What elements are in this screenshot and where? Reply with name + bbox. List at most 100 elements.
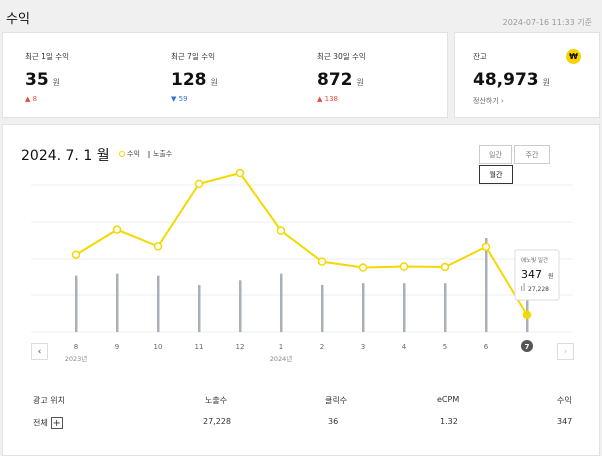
revenue-point bbox=[71, 250, 81, 259]
revenue-point bbox=[153, 242, 163, 251]
stat-unit: 원 bbox=[52, 78, 61, 87]
revenue-point bbox=[481, 242, 491, 252]
x-tick-label: 7 bbox=[525, 343, 530, 351]
tooltip-box bbox=[514, 249, 560, 301]
x-tick-label: 3 bbox=[361, 343, 365, 351]
selected-tick-badge bbox=[521, 340, 533, 352]
x-tick-label: 10 bbox=[154, 343, 163, 351]
x-year-label: 2024년 bbox=[270, 354, 293, 363]
td-clicks: 36 bbox=[328, 417, 339, 426]
chevron-left-icon: ‹ bbox=[37, 346, 42, 357]
legend-impressions: 노출수 bbox=[147, 149, 172, 159]
impressions-bar bbox=[485, 238, 488, 332]
x-tick-label: 8 bbox=[74, 343, 78, 351]
revenue-line bbox=[75, 171, 528, 316]
stat-value: 35 bbox=[25, 70, 49, 90]
stat-label: 최근 7일 수익 bbox=[171, 52, 216, 61]
stat-7day: 최근 7일 수익 128 원 ▼ 59 bbox=[171, 51, 218, 103]
td-impressions: 27,228 bbox=[203, 417, 231, 426]
stat-value: 872 bbox=[317, 70, 353, 90]
tooltip-bar-icon bbox=[523, 283, 525, 291]
legend-revenue: 수익 bbox=[119, 149, 140, 159]
stat-change: ▼ 59 bbox=[171, 95, 188, 103]
revenue-point bbox=[358, 263, 368, 272]
expand-plus-icon[interactable]: + bbox=[50, 417, 63, 429]
revenue-point bbox=[112, 225, 122, 234]
period-daily-button[interactable]: 일간 bbox=[479, 145, 512, 164]
chart-card: 2024. 7. 1 월 수익 노출수 일간 주간 월간 8 9 10 11 12 1 2 3… bbox=[2, 124, 600, 456]
legend-impressions-marker bbox=[147, 150, 150, 158]
impressions-bar bbox=[321, 285, 324, 332]
chart-prev-button[interactable]: ‹ bbox=[31, 343, 48, 360]
th-ecpm: eCPM bbox=[437, 395, 460, 404]
impressions-bar bbox=[239, 280, 242, 332]
tooltip-value: 347 bbox=[521, 268, 542, 281]
x-tick-label: 4 bbox=[402, 343, 407, 351]
stats-card: 최근 1일 수익 35 원 ▲ 8 최근 7일 수익 128 원 ▼ 59 최근… bbox=[2, 32, 448, 118]
impressions-bar bbox=[75, 275, 78, 332]
x-tick-label: 6 bbox=[484, 343, 489, 351]
balance: 잔고 48,973 원 정산하기 › bbox=[473, 51, 550, 106]
legend: 수익 노출수 bbox=[119, 149, 172, 159]
revenue-point bbox=[317, 257, 327, 266]
revenue-point bbox=[235, 168, 245, 178]
stat-label: 최근 30일 수익 bbox=[317, 52, 366, 61]
period-weekly-button[interactable]: 주간 bbox=[514, 145, 550, 164]
revenue-point bbox=[440, 262, 450, 272]
chart-next-button[interactable]: › bbox=[557, 343, 574, 360]
balance-card: ₩ 잔고 48,973 원 정산하기 › bbox=[454, 32, 600, 118]
impressions-bar bbox=[280, 273, 283, 332]
chevron-right-icon: › bbox=[563, 346, 568, 357]
timestamp: 2024-07-16 11:33 기준 bbox=[502, 18, 592, 27]
chevron-right-icon: › bbox=[501, 97, 504, 105]
impressions-bar bbox=[198, 285, 201, 332]
revenue-point bbox=[522, 310, 532, 320]
stat-1day: 최근 1일 수익 35 원 ▲ 8 bbox=[25, 51, 69, 103]
x-year-label: 2023년 bbox=[65, 354, 88, 363]
th-impressions: 노출수 bbox=[205, 396, 228, 405]
revenue-point bbox=[276, 226, 286, 235]
won-icon: ₩ bbox=[566, 49, 581, 64]
tooltip-title: 애노빛 일간 bbox=[521, 256, 548, 264]
x-tick-label: 11 bbox=[195, 343, 204, 351]
stat-unit: 원 bbox=[210, 78, 218, 87]
down-arrow-icon: ▼ bbox=[171, 95, 177, 103]
balance-unit: 원 bbox=[542, 78, 550, 87]
x-tick-label: 5 bbox=[443, 343, 447, 351]
impressions-bar bbox=[157, 275, 160, 332]
th-revenue: 수익 bbox=[557, 396, 572, 405]
td-revenue: 347 bbox=[557, 417, 573, 426]
stat-label: 최근 1일 수익 bbox=[25, 52, 70, 61]
tooltip-sub: 27,228 bbox=[528, 286, 549, 293]
stat-change: ▲ 8 bbox=[25, 95, 38, 103]
revenue-point bbox=[194, 179, 204, 189]
td-ecpm: 1.32 bbox=[440, 417, 458, 426]
legend-revenue-marker bbox=[119, 151, 125, 157]
up-arrow-icon: ▲ bbox=[317, 95, 323, 103]
impressions-bar bbox=[403, 283, 406, 332]
tooltip-bar-icon bbox=[521, 286, 523, 291]
td-position: 전체 + bbox=[33, 417, 63, 429]
tooltip-unit: 원 bbox=[548, 272, 554, 280]
stat-value: 128 bbox=[171, 70, 207, 90]
x-tick-label: 1 bbox=[279, 343, 283, 351]
period-monthly-button[interactable]: 월간 bbox=[479, 165, 513, 184]
balance-value: 48,973 bbox=[473, 70, 539, 90]
chart-title: 2024. 7. 1 월 bbox=[21, 148, 110, 164]
x-tick-label: 12 bbox=[236, 343, 245, 351]
impressions-bar bbox=[362, 283, 365, 332]
stat-30day: 최근 30일 수익 872 원 ▲ 138 bbox=[317, 51, 366, 103]
balance-label: 잔고 bbox=[473, 52, 487, 61]
x-tick-label: 9 bbox=[115, 343, 119, 351]
stat-change: ▲ 138 bbox=[317, 95, 338, 103]
impressions-bar bbox=[444, 283, 447, 332]
revenue-point bbox=[399, 262, 409, 271]
page-title: 수익 bbox=[6, 12, 30, 27]
x-tick-label: 2 bbox=[320, 343, 324, 351]
settle-link[interactable]: 정산하기 › bbox=[473, 97, 504, 105]
impressions-bar bbox=[116, 273, 119, 332]
stat-unit: 원 bbox=[356, 78, 364, 87]
th-clicks: 클릭수 bbox=[325, 396, 348, 405]
th-position: 광고 위치 bbox=[33, 396, 65, 405]
